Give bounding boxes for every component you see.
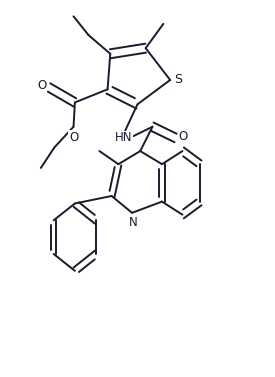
Text: N: N [129, 216, 138, 229]
Text: HN: HN [115, 132, 133, 144]
Text: S: S [174, 74, 182, 86]
Text: O: O [38, 79, 47, 92]
Text: O: O [178, 130, 188, 143]
Text: O: O [69, 131, 78, 144]
